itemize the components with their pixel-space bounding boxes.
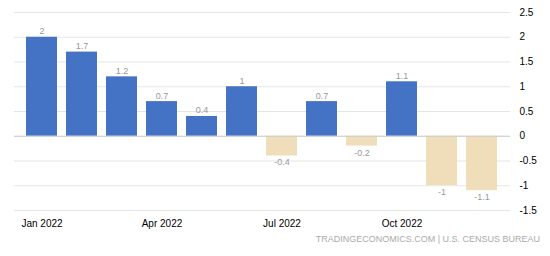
svg-text:Jan 2022: Jan 2022 xyxy=(21,218,63,229)
svg-text:0: 0 xyxy=(520,130,526,141)
svg-text:-1.5: -1.5 xyxy=(520,205,538,216)
svg-text:1: 1 xyxy=(239,76,244,86)
svg-text:1.5: 1.5 xyxy=(520,56,534,67)
svg-text:Apr 2022: Apr 2022 xyxy=(142,218,183,229)
svg-text:Jul 2022: Jul 2022 xyxy=(263,218,301,229)
svg-text:-0.5: -0.5 xyxy=(520,155,538,166)
svg-text:0.4: 0.4 xyxy=(196,105,209,115)
svg-text:-1: -1 xyxy=(438,187,446,197)
svg-text:0.7: 0.7 xyxy=(156,91,169,101)
svg-text:1: 1 xyxy=(520,81,526,92)
svg-text:-1: -1 xyxy=(520,180,529,191)
svg-text:Oct 2022: Oct 2022 xyxy=(382,218,423,229)
svg-text:2: 2 xyxy=(520,31,526,42)
svg-text:0.5: 0.5 xyxy=(520,106,534,117)
html-text:TRADINGECONOMICS.COM | U.S. CE: TRADINGECONOMICS.COM | U.S. CENSUS BUREA… xyxy=(315,234,540,244)
svg-text:-1.1: -1.1 xyxy=(474,192,490,202)
svg-text:1.1: 1.1 xyxy=(396,71,409,81)
svg-text:-0.2: -0.2 xyxy=(354,148,370,158)
svg-text:0.7: 0.7 xyxy=(316,91,329,101)
svg-text:2: 2 xyxy=(39,26,44,36)
svg-text:-0.4: -0.4 xyxy=(274,157,290,167)
svg-text:2.5: 2.5 xyxy=(520,7,534,18)
svg-text:1.2: 1.2 xyxy=(116,66,129,76)
svg-text:1.7: 1.7 xyxy=(76,41,89,51)
